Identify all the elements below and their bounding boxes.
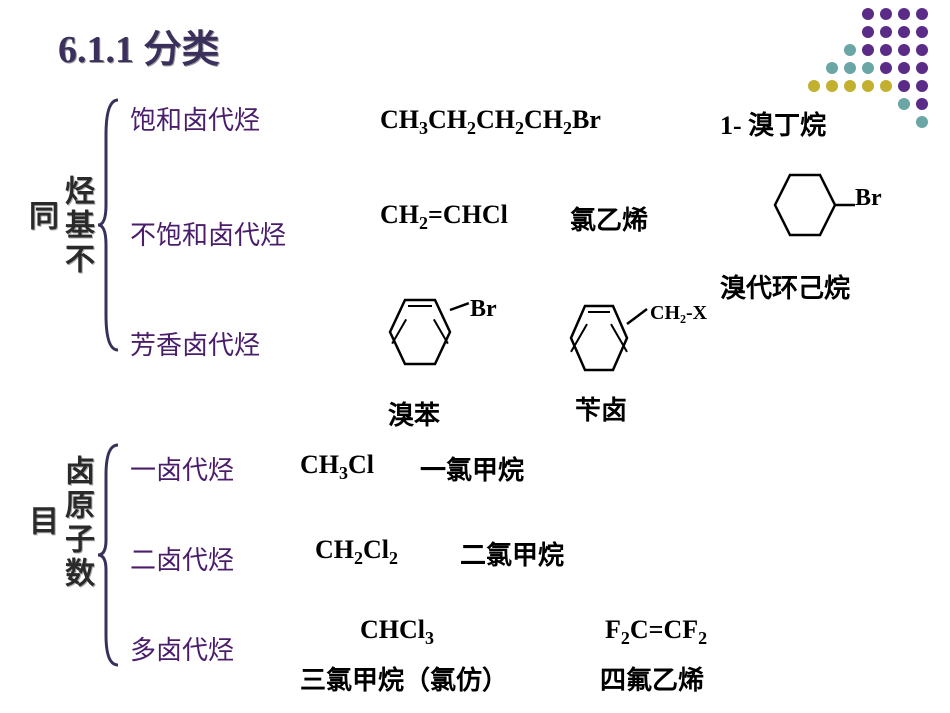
corner-dots [808,8,932,132]
label-benzyl-ch2x: CH₂-X [650,302,707,325]
group2-label-col2: 卤原子数 [54,455,98,591]
name-tetrafluoroethylene: 四氟乙烯 [600,660,704,697]
name-benzylhalide: 苄卤 [575,390,627,427]
cat-aromatic: 芳香卤代烃 [130,325,260,362]
name-bromobutane: 1- 溴丁烷 [720,105,826,142]
name-chloromethane: 一氯甲烷 [420,450,524,487]
label-bromobenzene-br: Br [470,296,497,323]
formula-bromobutane: CH3CH2CH2CH2Br [380,105,601,139]
formula-ch3cl: CH3Cl [300,450,374,484]
formula-ch2cl2: CH2Cl2 [315,535,398,569]
name-dichloromethane: 二氯甲烷 [460,535,564,572]
group1-label-col2: 烃基不 [54,175,98,277]
section-title: 6.1.1 分类 [58,18,220,73]
name-chloroform: 三氯甲烷（氯仿） [300,660,508,697]
formula-f2ccf2: F2C=CF2 [605,615,707,649]
name-bromobenzene: 溴苯 [388,395,440,432]
cat-unsaturated: 不饱和卤代烃 [130,215,286,252]
brace-group1 [96,95,126,355]
formula-vinylchloride: CH2=CHCl [380,200,508,234]
label-cyclohexyl-br: Br [855,185,882,212]
brace-group2 [96,440,126,670]
name-cyclohexylbromide: 溴代环己烷 [720,268,850,305]
cat-saturated: 饱和卤代烃 [130,100,260,137]
formula-chcl3: CHCl3 [360,615,434,649]
name-vinylchloride: 氯乙烯 [570,200,648,237]
cat-di: 二卤代烃 [130,540,234,577]
cat-poly: 多卤代烃 [130,630,234,667]
cat-mono: 一卤代烃 [130,450,234,487]
structure-bromobenzene [370,292,480,382]
